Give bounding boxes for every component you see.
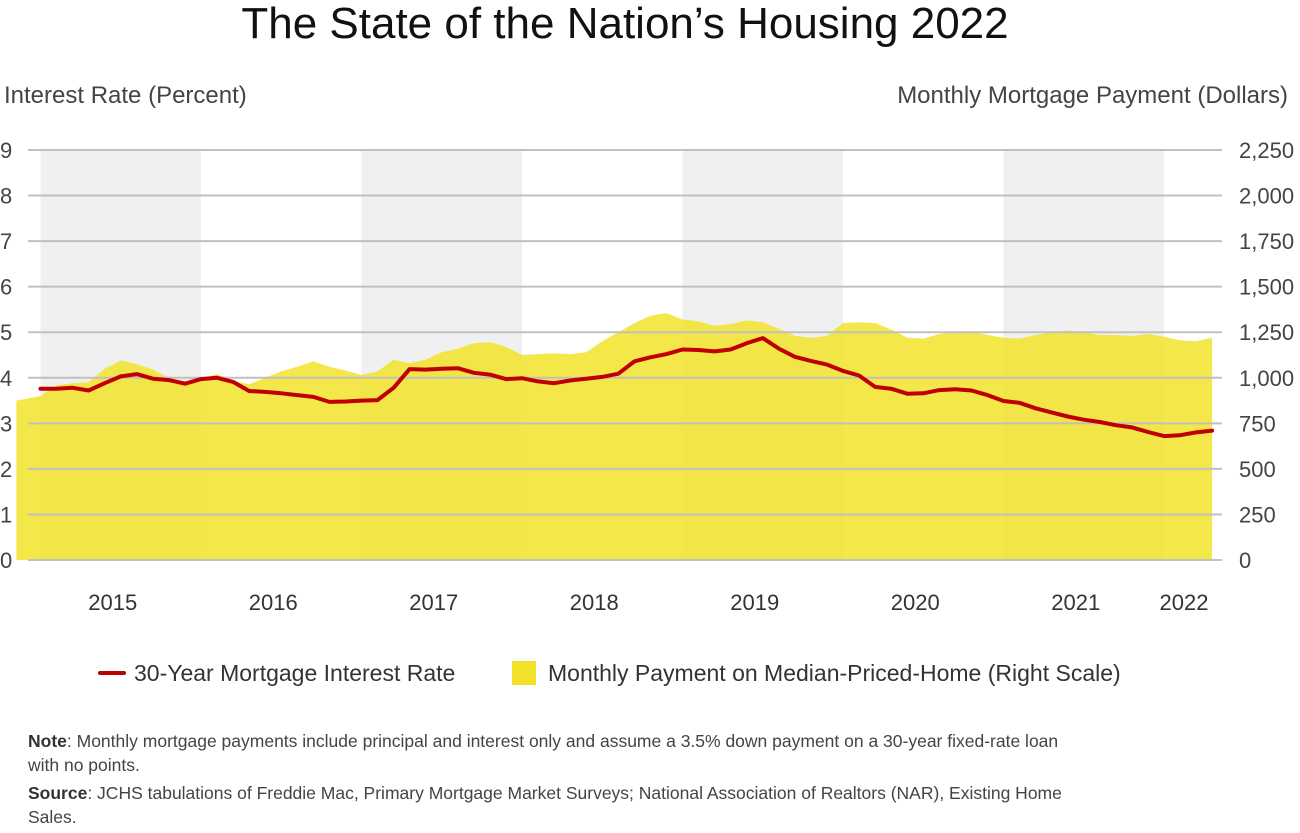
note-label: Note [28,731,67,751]
rate-line [38,336,1215,439]
left-tick-7: 7 [0,229,12,254]
right-tick-labels: 0 250 500 750 1,000 1,250 1,500 1,750 2,000 2,250 [1239,138,1294,573]
right-tick-2,000: 2,000 [1239,184,1294,209]
chart-notes: Note: Monthly mortgage payments include … [28,729,1068,833]
gridline-layer [28,149,1222,561]
legend-swatch-rate [98,671,126,675]
year-tick-labels: 2015 2016 2017 2018 2019 2020 2021 2022 [88,590,1208,615]
right-tick-250: 250 [1239,502,1276,527]
year-label-2017: 2017 [409,590,458,615]
source-label: Source [28,783,88,803]
legend-item-rate: 30-Year Mortgage Interest Rate [98,657,455,689]
payment-area [16,313,1213,560]
legend-label-payment: Monthly Payment on Median-Priced-Home (R… [548,659,1121,686]
right-tick-750: 750 [1239,411,1276,436]
year-label-2015: 2015 [88,590,137,615]
right-tick-1,000: 1,000 [1239,366,1294,391]
right-tick-2,250: 2,250 [1239,138,1294,163]
right-tick-1,500: 1,500 [1239,275,1294,300]
year-label-2021: 2021 [1051,590,1100,615]
left-axis-title: Interest Rate (Percent) [4,82,247,109]
payment-area-layer [16,313,1213,560]
rate-line-layer [38,336,1215,439]
left-tick-1: 1 [0,502,12,527]
year-label-2022: 2022 [1160,590,1209,615]
note-text: : Monthly mortgage payments include prin… [28,731,1059,775]
left-tick-8: 8 [0,184,12,209]
year-label-2020: 2020 [891,590,940,615]
chart-plot: 0 1 2 3 4 5 6 7 8 9 0 250 500 750 1,000 1,250 1,500 1,75… [0,138,1294,615]
year-label-2016: 2016 [249,590,298,615]
year-label-2019: 2019 [730,590,779,615]
left-tick-3: 3 [0,411,12,436]
right-tick-0: 0 [1239,548,1251,573]
left-tick-labels: 0 1 2 3 4 5 6 7 8 9 [0,138,12,573]
legend-label-rate: 30-Year Mortgage Interest Rate [134,659,456,686]
legend-swatch-payment [512,661,536,685]
right-tick-500: 500 [1239,457,1276,482]
year-label-2018: 2018 [570,590,619,615]
left-tick-4: 4 [0,366,12,391]
right-tick-1,750: 1,750 [1239,229,1294,254]
left-tick-0: 0 [0,548,12,573]
note-paragraph: Note: Monthly mortgage payments include … [28,729,1068,777]
left-tick-6: 6 [0,275,12,300]
source-paragraph: Source: JCHS tabulations of Freddie Mac,… [28,781,1068,829]
left-tick-5: 5 [0,320,12,345]
chart-title: The State of the Nation’s Housing 2022 [241,0,1009,48]
left-tick-2: 2 [0,457,12,482]
legend-item-payment: Monthly Payment on Median-Priced-Home (R… [512,657,1121,689]
right-axis-title: Monthly Mortgage Payment (Dollars) [897,82,1288,109]
source-text: : JCHS tabulations of Freddie Mac, Prima… [28,783,1062,827]
left-tick-9: 9 [0,138,12,163]
right-tick-1,250: 1,250 [1239,320,1294,345]
